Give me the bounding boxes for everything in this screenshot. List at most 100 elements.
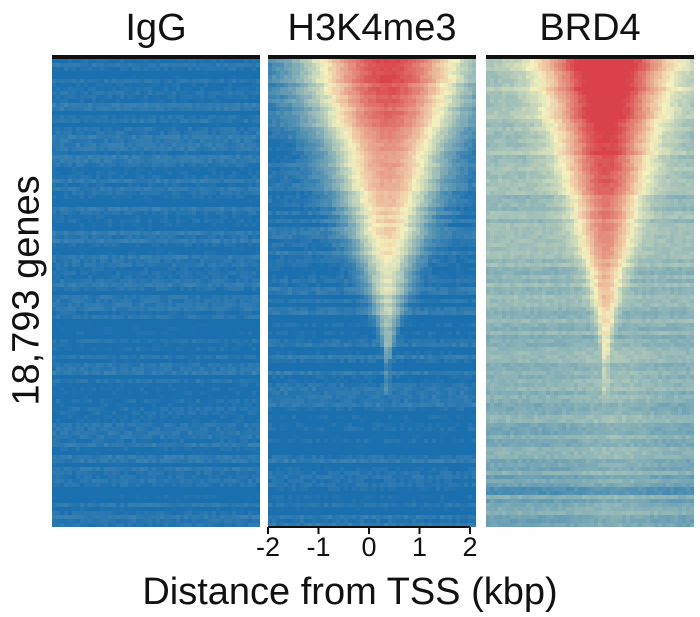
- heatmap-cell: [252, 123, 257, 128]
- heatmap-cell: [192, 79, 197, 84]
- heatmap-cell: [72, 155, 77, 160]
- heatmap-cell: [124, 183, 129, 188]
- heatmap-cell: [132, 335, 137, 340]
- heatmap-cell: [140, 79, 145, 84]
- heatmap-cell: [228, 83, 233, 88]
- heatmap-cell: [144, 323, 149, 328]
- heatmap-cell: [68, 115, 73, 120]
- heatmap-cell: [204, 203, 209, 208]
- heatmap-cell: [120, 247, 125, 252]
- heatmap-cell: [72, 287, 77, 292]
- heatmap-cell: [252, 415, 257, 420]
- heatmap-cell: [236, 135, 241, 140]
- heatmap-cell: [68, 167, 73, 172]
- heatmap-cell: [140, 59, 145, 64]
- heatmap-cell: [92, 379, 97, 384]
- heatmap-cell: [64, 231, 69, 236]
- heatmap-cell: [212, 415, 217, 420]
- heatmap-cell: [52, 439, 57, 444]
- heatmap-cell: [180, 179, 185, 184]
- heatmap-cell: [100, 347, 105, 352]
- heatmap-cell: [196, 331, 201, 336]
- heatmap-cell: [84, 375, 89, 380]
- heatmap-cell: [256, 323, 260, 328]
- heatmap-cell: [216, 367, 221, 372]
- heatmap-cell: [224, 151, 229, 156]
- heatmap-cell: [192, 271, 197, 276]
- heatmap-cell: [208, 315, 213, 320]
- heatmap-cell: [248, 255, 253, 260]
- heatmap-cell: [132, 63, 137, 68]
- heatmap-cell: [240, 307, 245, 312]
- heatmap-cell: [196, 163, 201, 168]
- heatmap-cell: [140, 227, 145, 232]
- heatmap-cell: [232, 235, 237, 240]
- heatmap-cell: [228, 315, 233, 320]
- heatmap-cell: [232, 223, 237, 228]
- heatmap-cell: [104, 151, 109, 156]
- heatmap-cell: [116, 227, 121, 232]
- heatmap-cell: [184, 331, 189, 336]
- heatmap-cell: [232, 431, 237, 436]
- heatmap-cell: [132, 391, 137, 396]
- heatmap-cell: [152, 431, 157, 436]
- heatmap-cell: [244, 291, 249, 296]
- heatmap-cell: [112, 107, 117, 112]
- heatmap-cell: [104, 327, 109, 332]
- heatmap-cell: [136, 287, 141, 292]
- heatmap-cell: [224, 135, 229, 140]
- heatmap-cell: [120, 99, 125, 104]
- heatmap-cell: [116, 167, 121, 172]
- heatmap-cell: [164, 111, 169, 116]
- heatmap-cell: [140, 191, 145, 196]
- heatmap-cell: [188, 115, 193, 120]
- heatmap-cell: [88, 79, 93, 84]
- heatmap-cell: [92, 175, 97, 180]
- heatmap-cell: [160, 199, 165, 204]
- heatmap-cell: [228, 363, 233, 368]
- heatmap-cell: [120, 179, 125, 184]
- heatmap-cell: [204, 147, 209, 152]
- heatmap-cell: [152, 231, 157, 236]
- heatmap-cell: [152, 235, 157, 240]
- heatmap-cell: [192, 303, 197, 308]
- heatmap-cell: [136, 295, 141, 300]
- heatmap-cell: [204, 151, 209, 156]
- heatmap-cell: [228, 127, 233, 132]
- heatmap-cell: [172, 143, 177, 148]
- heatmap-cell: [256, 347, 260, 352]
- heatmap-cell: [204, 247, 209, 252]
- heatmap-cell: [156, 179, 161, 184]
- heatmap-cell: [64, 287, 69, 292]
- heatmap-cell: [204, 415, 209, 420]
- heatmap-cell: [52, 139, 57, 144]
- heatmap-cell: [128, 171, 133, 176]
- heatmap-cell: [88, 223, 93, 228]
- heatmap-cell: [76, 423, 81, 428]
- heatmap-cell: [228, 347, 233, 352]
- heatmap-cell: [200, 131, 205, 136]
- heatmap-cell: [120, 387, 125, 392]
- heatmap-cell: [112, 279, 117, 284]
- heatmap-cell: [136, 75, 141, 80]
- heatmap-cell: [116, 207, 121, 212]
- heatmap-cell: [256, 151, 260, 156]
- heatmap-cell: [188, 383, 193, 388]
- heatmap-cell: [80, 167, 85, 172]
- heatmap-cell: [96, 127, 101, 132]
- heatmap-cell: [68, 75, 73, 80]
- heatmap-cell: [160, 267, 165, 272]
- heatmap-cell: [128, 103, 133, 108]
- heatmap-cell: [200, 427, 205, 432]
- heatmap-cell: [184, 147, 189, 152]
- heatmap-cell: [228, 211, 233, 216]
- heatmap-cell: [104, 263, 109, 268]
- heatmap-cell: [160, 83, 165, 88]
- heatmap-cell: [200, 235, 205, 240]
- heatmap-cell: [160, 75, 165, 80]
- heatmap-cell: [136, 223, 141, 228]
- heatmap-cell: [132, 119, 137, 124]
- heatmap-cell: [244, 199, 249, 204]
- heatmap-cell: [196, 231, 201, 236]
- heatmap-cell: [100, 267, 105, 272]
